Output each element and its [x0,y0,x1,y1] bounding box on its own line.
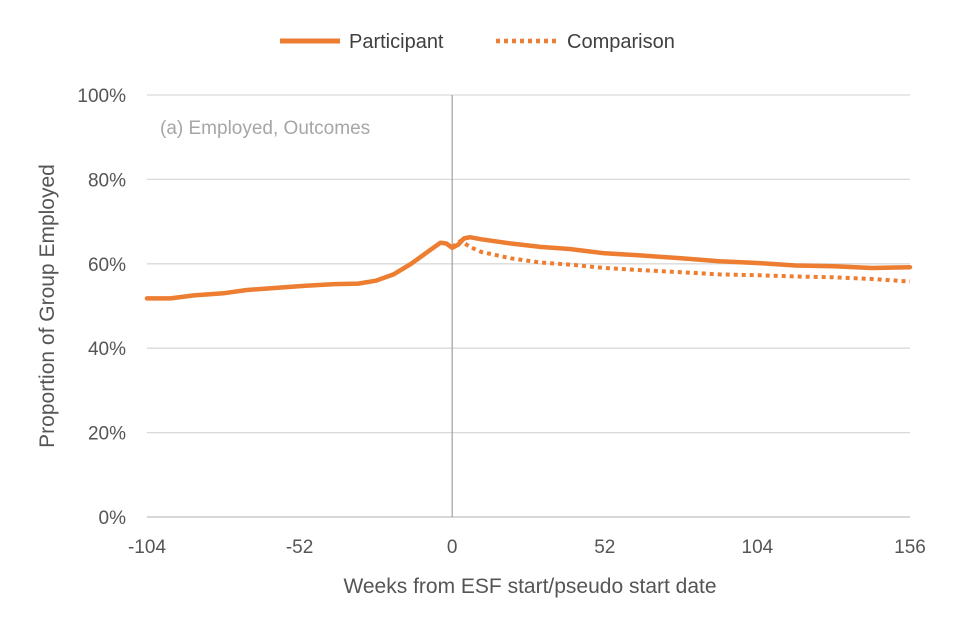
x-axis-ticks: -104 -52 0 52 104 156 [128,537,926,558]
x-tick-label: 156 [894,537,926,558]
series-line-comparison [451,238,911,284]
legend-label-participant: Participant [349,31,444,53]
x-tick-label: -52 [286,537,313,558]
y-tick-label: 0% [99,508,127,529]
legend: Participant Comparison [280,31,675,53]
y-tick-label: 40% [88,339,126,360]
series-line-participant [144,234,913,301]
y-tick-label: 80% [88,170,126,191]
y-tick-label: 100% [77,86,126,107]
x-tick-label: -104 [128,537,166,558]
gridlines [147,94,910,518]
legend-label-comparison: Comparison [567,31,675,53]
x-tick-label: 104 [742,537,774,558]
series-lines [144,234,913,301]
x-axis-title: Weeks from ESF start/pseudo start date [343,575,716,598]
y-axis-title: Proportion of Group Employed [36,164,59,448]
y-axis-ticks: 0% 20% 40% 60% 80% 100% [77,86,126,529]
x-tick-label: 0 [447,537,458,558]
y-tick-label: 20% [88,424,126,445]
y-tick-label: 60% [88,255,126,276]
chart-annotation: (a) Employed, Outcomes [160,118,370,139]
x-tick-label: 52 [594,537,615,558]
